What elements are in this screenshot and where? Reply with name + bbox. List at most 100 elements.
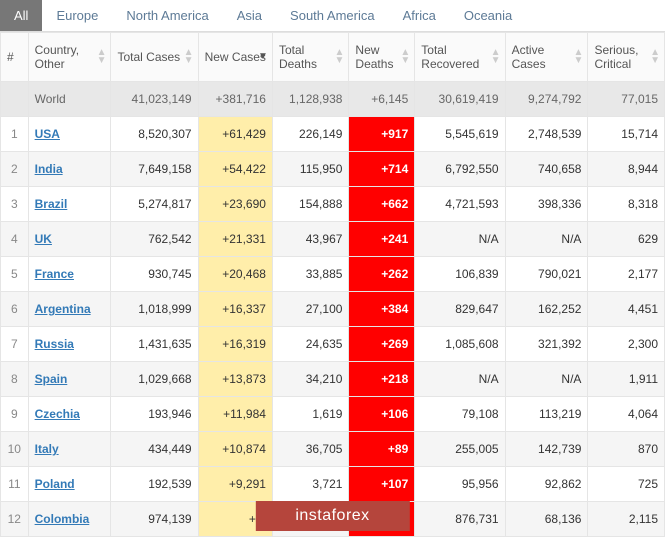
total-deaths-cell: 3,721 (272, 467, 348, 502)
serious-cell: 4,451 (588, 292, 665, 327)
serious-cell: 4,064 (588, 397, 665, 432)
serious-cell: 15,714 (588, 117, 665, 152)
tab-south-america[interactable]: South America (276, 0, 389, 31)
tab-oceania[interactable]: Oceania (450, 0, 526, 31)
tab-north-america[interactable]: North America (112, 0, 222, 31)
table-row: 10 Italy 434,449 +10,874 36,705 +89 255,… (1, 432, 665, 467)
country-link[interactable]: Spain (35, 372, 68, 386)
total-deaths-cell: 1,128,938 (272, 82, 348, 117)
sort-icon: ▲▼ (400, 49, 410, 65)
country-cell: Italy (28, 432, 111, 467)
country-cell: UK (28, 222, 111, 257)
total-cases-cell: 974,139 (111, 502, 198, 537)
rank-cell: 5 (1, 257, 29, 292)
active-cell: 142,739 (505, 432, 588, 467)
tab-europe[interactable]: Europe (42, 0, 112, 31)
col-header[interactable]: New Cases▼ (198, 33, 272, 82)
total-cases-cell: 1,018,999 (111, 292, 198, 327)
sort-icon: ▼ (258, 53, 268, 61)
country-link[interactable]: UK (35, 232, 52, 246)
country-link[interactable]: Italy (35, 442, 59, 456)
rank-cell: 3 (1, 187, 29, 222)
country-link[interactable]: USA (35, 127, 60, 141)
active-cell: N/A (505, 362, 588, 397)
country-cell: USA (28, 117, 111, 152)
country-link[interactable]: Argentina (35, 302, 91, 316)
tab-all[interactable]: All (0, 0, 42, 31)
new-cases-cell: +54,422 (198, 152, 272, 187)
new-cases-cell: +21,331 (198, 222, 272, 257)
table-row: 3 Brazil 5,274,817 +23,690 154,888 +662 … (1, 187, 665, 222)
total-deaths-cell: 33,885 (272, 257, 348, 292)
table-row: 2 India 7,649,158 +54,422 115,950 +714 6… (1, 152, 665, 187)
rank-cell: 6 (1, 292, 29, 327)
total-deaths-cell: 43,967 (272, 222, 348, 257)
col-header[interactable]: New Deaths▲▼ (349, 33, 415, 82)
rank-cell: 9 (1, 397, 29, 432)
new-cases-cell: +20,468 (198, 257, 272, 292)
rank-cell: 12 (1, 502, 29, 537)
total-cases-cell: 7,649,158 (111, 152, 198, 187)
total-deaths-cell: 115,950 (272, 152, 348, 187)
sort-icon: ▲▼ (574, 49, 584, 65)
country-link[interactable]: Poland (35, 477, 75, 491)
col-header[interactable]: Serious, Critical▲▼ (588, 33, 665, 82)
recovered-cell: 876,731 (415, 502, 505, 537)
total-deaths-cell: 226,149 (272, 117, 348, 152)
total-deaths-cell: 34,210 (272, 362, 348, 397)
col-header[interactable]: # (1, 33, 29, 82)
recovered-cell: 30,619,419 (415, 82, 505, 117)
col-header[interactable]: Total Deaths▲▼ (272, 33, 348, 82)
new-cases-cell: +10,874 (198, 432, 272, 467)
country-link[interactable]: France (35, 267, 74, 281)
recovered-cell: 5,545,619 (415, 117, 505, 152)
country-cell: Spain (28, 362, 111, 397)
country-cell: Poland (28, 467, 111, 502)
recovered-cell: 4,721,593 (415, 187, 505, 222)
country-link[interactable]: Colombia (35, 512, 90, 526)
sort-icon: ▲▼ (491, 49, 501, 65)
new-deaths-cell: +714 (349, 152, 415, 187)
new-deaths-cell: +106 (349, 397, 415, 432)
rank-cell: 10 (1, 432, 29, 467)
serious-cell: 629 (588, 222, 665, 257)
rank-cell: 4 (1, 222, 29, 257)
active-cell: 9,274,792 (505, 82, 588, 117)
active-cell: 321,392 (505, 327, 588, 362)
country-link[interactable]: Russia (35, 337, 74, 351)
serious-cell: 1,911 (588, 362, 665, 397)
table-row: 8 Spain 1,029,668 +13,873 34,210 +218 N/… (1, 362, 665, 397)
active-cell: 68,136 (505, 502, 588, 537)
country-link[interactable]: Brazil (35, 197, 68, 211)
new-deaths-cell: +89 (349, 432, 415, 467)
col-header[interactable]: Active Cases▲▼ (505, 33, 588, 82)
col-header[interactable]: Total Recovered▲▼ (415, 33, 505, 82)
total-cases-cell: 930,745 (111, 257, 198, 292)
rank-cell: 1 (1, 117, 29, 152)
serious-cell: 2,115 (588, 502, 665, 537)
table-row: 6 Argentina 1,018,999 +16,337 27,100 +38… (1, 292, 665, 327)
col-header[interactable]: Country, Other▲▼ (28, 33, 111, 82)
new-cases-cell: +16,337 (198, 292, 272, 327)
active-cell: 2,748,539 (505, 117, 588, 152)
rank-cell: 2 (1, 152, 29, 187)
region-tabs: AllEuropeNorth AmericaAsiaSouth AmericaA… (0, 0, 665, 32)
total-cases-cell: 1,431,635 (111, 327, 198, 362)
total-cases-cell: 41,023,149 (111, 82, 198, 117)
new-cases-cell: +23,690 (198, 187, 272, 222)
new-deaths-cell: +218 (349, 362, 415, 397)
country-cell: Russia (28, 327, 111, 362)
total-deaths-cell: 154,888 (272, 187, 348, 222)
country-link[interactable]: India (35, 162, 63, 176)
new-cases-cell: +11,984 (198, 397, 272, 432)
tab-africa[interactable]: Africa (389, 0, 450, 31)
new-cases-cell: +381,716 (198, 82, 272, 117)
new-cases-cell: +9,291 (198, 467, 272, 502)
serious-cell: 8,944 (588, 152, 665, 187)
country-cell: France (28, 257, 111, 292)
col-header[interactable]: Total Cases▲▼ (111, 33, 198, 82)
serious-cell: 8,318 (588, 187, 665, 222)
country-link[interactable]: Czechia (35, 407, 80, 421)
country-cell: Czechia (28, 397, 111, 432)
tab-asia[interactable]: Asia (223, 0, 276, 31)
